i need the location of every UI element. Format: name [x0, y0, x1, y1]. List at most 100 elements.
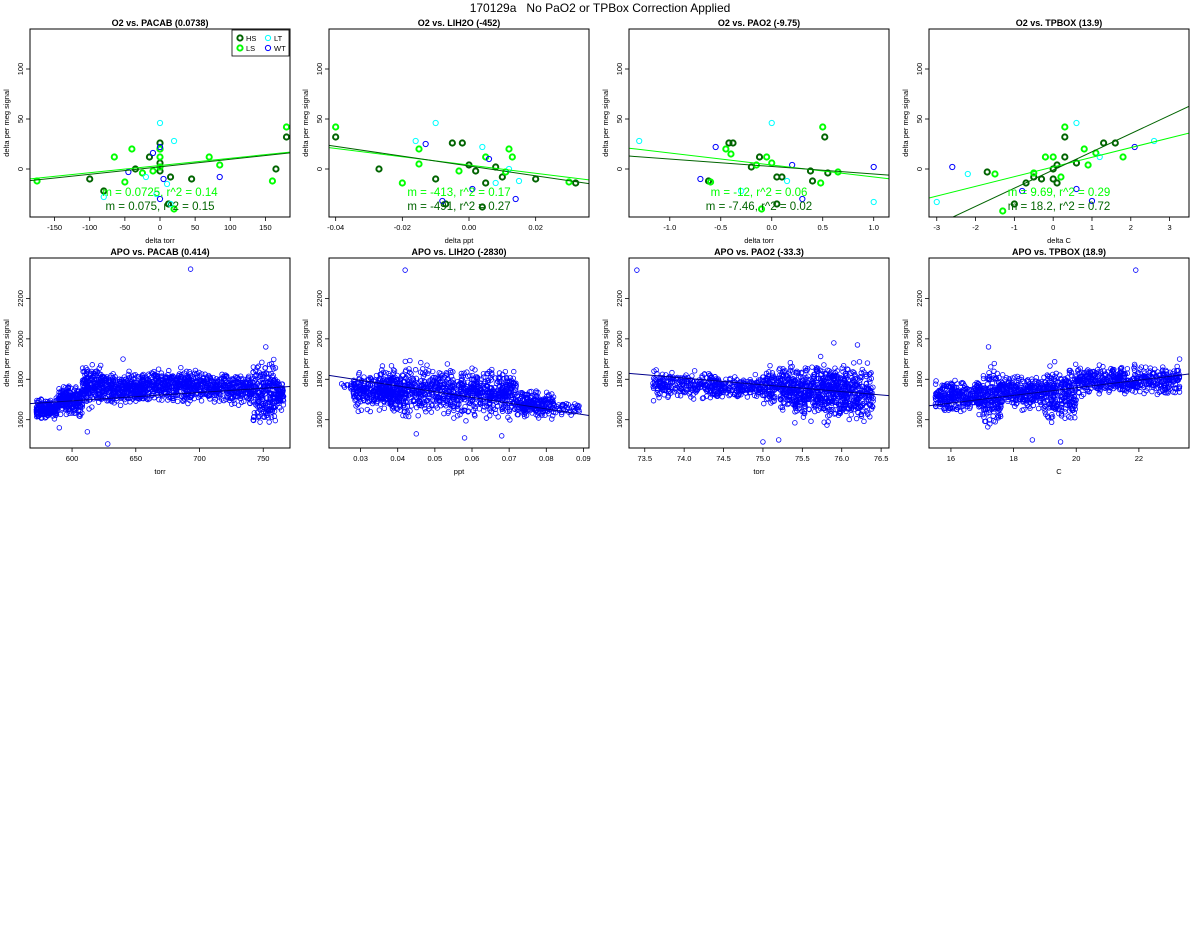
- data-point: [361, 392, 367, 399]
- data-point: [777, 365, 783, 372]
- data-point: [83, 369, 90, 375]
- data-point: [828, 406, 835, 413]
- y-axis-label: delta per meg signal: [601, 319, 610, 387]
- data-point: [428, 409, 435, 415]
- data-point: [178, 364, 184, 371]
- data-point-lt: [153, 190, 160, 198]
- data-point: [857, 377, 863, 383]
- data-point: [780, 366, 786, 372]
- data-point: [223, 373, 230, 379]
- data-point: [438, 370, 444, 377]
- data-point: [801, 410, 807, 416]
- data-point: [467, 384, 474, 390]
- data-point: [264, 407, 271, 413]
- data-point: [104, 378, 110, 384]
- data-point: [240, 382, 246, 388]
- data-point: [839, 365, 845, 371]
- data-point: [429, 403, 435, 409]
- data-point: [107, 381, 114, 388]
- data-point: [237, 395, 244, 402]
- data-point: [371, 388, 377, 394]
- data-point: [809, 364, 815, 370]
- data-point: [267, 399, 273, 405]
- data-point: [761, 400, 767, 407]
- data-point: [370, 398, 377, 405]
- data-point: [97, 362, 104, 369]
- data-point-ls: [121, 178, 129, 186]
- data-point-ls: [817, 179, 825, 187]
- data-point: [371, 397, 378, 404]
- data-point-hs: [729, 139, 737, 147]
- data-point: [63, 397, 70, 404]
- data-point: [782, 391, 788, 397]
- y-tick-label: 2200: [615, 290, 624, 307]
- data-point: [533, 411, 539, 418]
- data-point: [170, 373, 176, 379]
- data-point: [224, 379, 230, 385]
- x-tick-label: -50: [119, 223, 130, 232]
- data-point: [400, 373, 406, 379]
- data-point: [461, 370, 467, 376]
- data-point-ls: [819, 123, 827, 131]
- data-point: [454, 378, 461, 385]
- data-point-ls: [138, 169, 147, 177]
- data-point: [720, 386, 726, 392]
- data-point: [760, 392, 767, 399]
- data-point: [451, 415, 457, 421]
- data-point: [404, 403, 411, 409]
- data-point: [105, 389, 112, 396]
- data-point-lt: [515, 177, 523, 185]
- data-point: [738, 392, 744, 398]
- data-point: [820, 405, 826, 411]
- data-point: [499, 385, 506, 391]
- plot-frame: [29, 257, 291, 449]
- data-point-ls: [482, 153, 490, 161]
- data-point-ls: [216, 161, 224, 169]
- data-point: [535, 415, 542, 421]
- data-point: [702, 382, 708, 388]
- x-tick-label: 0.05: [428, 454, 443, 463]
- data-point: [399, 389, 406, 395]
- data-point: [779, 376, 785, 382]
- data-point: [155, 379, 162, 385]
- x-tick-label: 600: [66, 454, 79, 463]
- x-tick-label: 0.09: [576, 454, 591, 463]
- data-point: [216, 376, 222, 383]
- data-point: [813, 375, 819, 382]
- data-point-ls: [1061, 123, 1069, 131]
- data-point: [794, 408, 800, 414]
- data-point: [392, 393, 399, 400]
- data-point: [353, 385, 360, 391]
- data-point: [262, 365, 268, 371]
- data-point: [847, 403, 853, 409]
- y-tick-label: 50: [16, 115, 25, 123]
- data-point: [665, 394, 671, 400]
- data-point: [831, 399, 838, 405]
- data-point-ls: [398, 179, 406, 187]
- data-point: [651, 382, 658, 388]
- data-point: [792, 420, 798, 426]
- data-point: [824, 422, 830, 428]
- data-point: [365, 377, 371, 383]
- data-point: [444, 377, 450, 383]
- data-point: [841, 377, 847, 384]
- data-point: [382, 396, 389, 402]
- x-tick-label: 100: [224, 223, 237, 232]
- data-point: [831, 373, 838, 380]
- data-point: [402, 393, 408, 399]
- data-point: [802, 403, 808, 409]
- data-point: [72, 407, 79, 413]
- data-point: [221, 397, 227, 404]
- data-point: [858, 411, 864, 417]
- data-point: [402, 358, 408, 365]
- data-point: [397, 404, 403, 410]
- data-point-ls: [727, 150, 735, 158]
- data-point-hs: [725, 139, 733, 147]
- data-point: [842, 370, 848, 377]
- data-point: [817, 353, 824, 360]
- data-point: [459, 376, 465, 382]
- data-point: [273, 398, 280, 405]
- x-tick-label: 73.5: [637, 454, 652, 463]
